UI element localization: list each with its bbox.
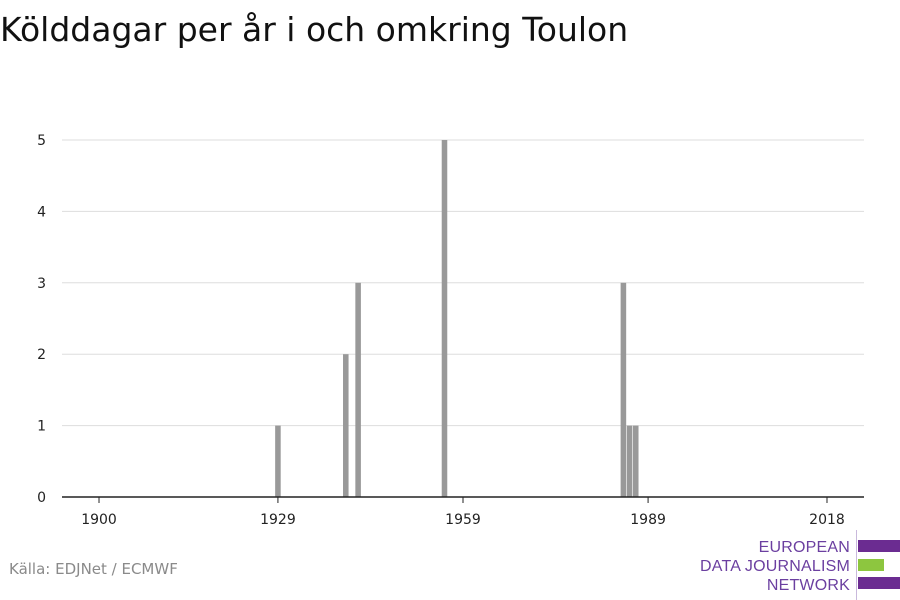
y-tick-label: 1: [37, 419, 46, 435]
x-tick-label: 1959: [445, 512, 481, 528]
bar: [620, 282, 627, 497]
x-axis: [62, 496, 864, 503]
x-tick-label: 1900: [81, 512, 117, 528]
bar: [632, 425, 639, 497]
y-tick-label: 4: [37, 204, 46, 220]
y-tick-label: 5: [37, 133, 46, 149]
logo-line-3: NETWORK: [766, 577, 850, 594]
logo-line-1: EUROPEAN: [758, 539, 850, 556]
x-tick-label: 1989: [630, 512, 666, 528]
y-tick-labels: 0 1 2 3 4 5: [37, 133, 46, 506]
bars: [275, 140, 639, 497]
edjnet-logo: EUROPEAN DATA JOURNALISM NETWORK: [700, 530, 900, 600]
y-tick-label: 3: [37, 276, 46, 292]
bar: [343, 354, 349, 497]
gridlines: [62, 139, 864, 427]
bar: [275, 425, 281, 497]
logo-bar-middle: [858, 559, 884, 571]
logo-line-2: DATA JOURNALISM: [700, 558, 850, 575]
y-tick-label: 2: [37, 347, 46, 363]
y-tick-label: 0: [37, 490, 46, 506]
bar: [441, 140, 448, 497]
logo-divider: [856, 530, 857, 600]
logo-bar-top: [858, 540, 900, 552]
logo-bar-bottom: [858, 577, 900, 589]
x-tick-label: 1929: [260, 512, 296, 528]
chart-title: Kölddagar per år i och omkring Toulon: [0, 10, 629, 49]
bar: [626, 425, 633, 497]
source-note: Källa: EDJNet / ECMWF: [9, 560, 178, 578]
x-tick-label: 2018: [809, 512, 845, 528]
x-tick-labels: 1900 1929 1959 1989 2018: [81, 512, 845, 528]
bar: [355, 282, 361, 497]
